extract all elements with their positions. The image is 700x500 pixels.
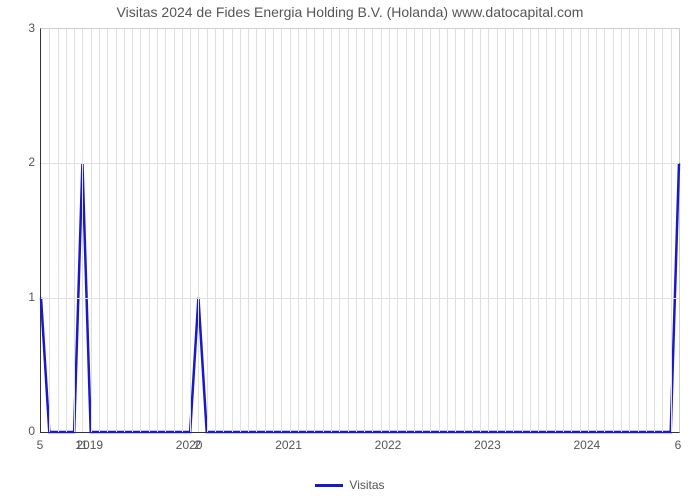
vertical-gridline <box>422 29 423 432</box>
vertical-gridline <box>66 29 67 432</box>
vertical-gridline <box>314 29 315 432</box>
vertical-gridline <box>331 29 332 432</box>
vertical-gridline <box>232 29 233 432</box>
vertical-gridline <box>207 29 208 432</box>
vertical-gridline <box>671 29 672 432</box>
data-point-label: 6 <box>675 438 682 452</box>
vertical-gridline <box>281 29 282 432</box>
chart-title: Visitas 2024 de Fides Energia Holding B.… <box>0 4 700 20</box>
vertical-gridline <box>190 29 191 432</box>
vertical-gridline <box>546 29 547 432</box>
vertical-gridline <box>124 29 125 432</box>
vertical-gridline <box>140 29 141 432</box>
vertical-gridline <box>646 29 647 432</box>
y-tick-label: 2 <box>5 155 35 169</box>
vertical-gridline <box>621 29 622 432</box>
x-tick-label: 2023 <box>474 438 501 452</box>
vertical-gridline <box>571 29 572 432</box>
vertical-gridline <box>580 29 581 432</box>
vertical-gridline <box>505 29 506 432</box>
vertical-gridline <box>381 29 382 432</box>
vertical-gridline <box>464 29 465 432</box>
vertical-gridline <box>604 29 605 432</box>
vertical-gridline <box>323 29 324 432</box>
vertical-gridline <box>447 29 448 432</box>
vertical-gridline <box>165 29 166 432</box>
vertical-gridline <box>290 29 291 432</box>
vertical-gridline <box>99 29 100 432</box>
vertical-gridline <box>430 29 431 432</box>
horizontal-gridline <box>41 298 679 299</box>
vertical-gridline <box>132 29 133 432</box>
vertical-gridline <box>149 29 150 432</box>
horizontal-gridline <box>41 163 679 164</box>
vertical-gridline <box>538 29 539 432</box>
vertical-gridline <box>472 29 473 432</box>
vertical-gridline <box>256 29 257 432</box>
vertical-gridline <box>49 29 50 432</box>
vertical-gridline <box>356 29 357 432</box>
vertical-gridline <box>74 29 75 432</box>
vertical-gridline <box>91 29 92 432</box>
vertical-gridline <box>364 29 365 432</box>
vertical-gridline <box>198 29 199 432</box>
vertical-gridline <box>397 29 398 432</box>
vertical-gridline <box>513 29 514 432</box>
x-tick-label: 2021 <box>275 438 302 452</box>
vertical-gridline <box>439 29 440 432</box>
vertical-gridline <box>555 29 556 432</box>
legend-label: Visitas <box>349 478 384 492</box>
vertical-gridline <box>215 29 216 432</box>
vertical-gridline <box>372 29 373 432</box>
vertical-gridline <box>389 29 390 432</box>
vertical-gridline <box>613 29 614 432</box>
chart-container: Visitas 2024 de Fides Energia Holding B.… <box>0 0 700 500</box>
vertical-gridline <box>273 29 274 432</box>
vertical-gridline <box>182 29 183 432</box>
vertical-gridline <box>596 29 597 432</box>
x-tick-label: 2022 <box>375 438 402 452</box>
line-series-svg <box>41 29 679 432</box>
vertical-gridline <box>629 29 630 432</box>
vertical-gridline <box>406 29 407 432</box>
vertical-gridline <box>480 29 481 432</box>
plot-area <box>40 28 680 433</box>
vertical-gridline <box>563 29 564 432</box>
vertical-gridline <box>662 29 663 432</box>
vertical-gridline <box>107 29 108 432</box>
vertical-gridline <box>157 29 158 432</box>
vertical-gridline <box>265 29 266 432</box>
legend: Visitas <box>0 478 700 492</box>
vertical-gridline <box>174 29 175 432</box>
vertical-gridline <box>497 29 498 432</box>
vertical-gridline <box>116 29 117 432</box>
legend-swatch <box>315 484 343 487</box>
vertical-gridline <box>414 29 415 432</box>
vertical-gridline <box>654 29 655 432</box>
vertical-gridline <box>455 29 456 432</box>
vertical-gridline <box>339 29 340 432</box>
y-tick-label: 1 <box>5 290 35 304</box>
x-tick-label: 2024 <box>573 438 600 452</box>
vertical-gridline <box>530 29 531 432</box>
vertical-gridline <box>348 29 349 432</box>
vertical-gridline <box>298 29 299 432</box>
vertical-gridline <box>240 29 241 432</box>
vertical-gridline <box>522 29 523 432</box>
vertical-gridline <box>248 29 249 432</box>
y-tick-label: 0 <box>5 424 35 438</box>
data-point-label: 5 <box>37 438 44 452</box>
vertical-gridline <box>82 29 83 432</box>
vertical-gridline <box>488 29 489 432</box>
vertical-gridline <box>306 29 307 432</box>
vertical-gridline <box>58 29 59 432</box>
y-tick-label: 3 <box>5 21 35 35</box>
data-point-label: 11 <box>75 438 87 452</box>
vertical-gridline <box>588 29 589 432</box>
vertical-gridline <box>638 29 639 432</box>
vertical-gridline <box>223 29 224 432</box>
data-point-label: 2 <box>194 438 201 452</box>
